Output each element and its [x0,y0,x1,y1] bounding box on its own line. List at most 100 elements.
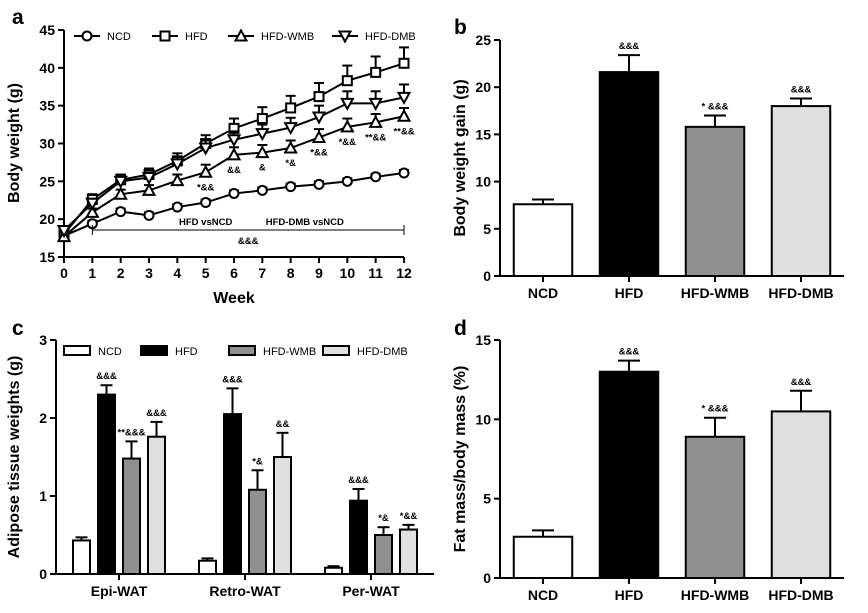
significance-annotation: &&& [791,85,812,96]
bar-HFD [598,370,660,579]
legend-swatch-NCD [63,345,91,356]
significance-annotation: && [276,419,290,430]
significance-annotation: *& [285,158,296,169]
significance-annotation: &&& [96,371,117,382]
data-point-HFD-DMB [141,172,157,186]
data-point-HFD-DMB [85,197,100,211]
x-tick-label: HFD [615,587,644,603]
significance-annotation: &&& [791,377,812,388]
data-point-HFD-WMB [141,182,157,196]
bar-HFD-DMB-Epi-WAT [147,435,166,575]
data-point-HFD [313,91,325,103]
data-point-HFD-DMB [56,225,72,239]
significance-annotation: * &&& [702,102,729,113]
x-tick-label: 6 [230,265,238,281]
data-point-HFD [256,113,268,125]
significance-annotation: && [227,165,241,176]
x-tick-label: HFD [615,285,644,301]
bar-HFD [598,71,660,278]
y-axis-label: Body weight (g) [6,83,23,203]
x-tick-label: 5 [202,265,210,281]
x-tick-label: HFD-WMB [681,285,749,301]
significance-annotation: *& [252,456,263,467]
data-point-HFD [398,57,410,69]
bar-HFD-Epi-WAT [97,393,116,575]
data-point-HFD-DMB [255,128,270,142]
data-point-HFD-DMB [170,158,185,172]
data-point-HFD-DMB [283,122,298,136]
legend-label: HFD-DMB [357,346,408,358]
legend-marker-HFD-DMB [337,30,353,44]
x-tick-label: 4 [173,265,181,281]
legend-label: HFD-DMB [365,31,416,43]
bar-NCD-Per-WAT [324,566,343,576]
data-point-NCD [228,187,240,199]
data-point-HFD-DMB [198,142,213,156]
y-tick-label: 3 [39,332,47,348]
significance-annotation: *&& [197,182,215,193]
bracket-label-right: HFD-DMB vsNCD [266,217,344,228]
legend-label: HFD-WMB [263,346,316,358]
legend-label: HFD [175,346,198,358]
series-line-NCD [63,172,405,237]
y-tick-label: 2 [39,410,47,426]
y-tick-label: 20 [475,79,491,95]
y-tick-label: 0 [483,268,491,284]
x-tick-label: NCD [528,285,558,301]
legend-marker-HFD-WMB [233,28,249,42]
bracket-significance: &&& [238,236,259,247]
data-point-NCD [200,197,212,209]
data-point-NCD [370,171,382,183]
x-tick-label: 9 [315,265,323,281]
bar-HFD-Retro-WAT [223,413,242,575]
y-axis-label: Fat mass/body mass (%) [452,366,469,553]
bar-HFD-WMB-Retro-WAT [248,488,267,576]
data-point-NCD [115,206,127,218]
data-point-HFD-WMB [311,129,327,143]
y-tick-label: 25 [39,173,55,189]
bar-HFD-WMB [684,435,746,579]
significance-annotation: **&& [365,132,386,143]
x-tick-label: HFD-WMB [681,587,749,603]
data-point-NCD [143,209,155,221]
y-tick-label: 20 [39,211,55,227]
bar-HFD-WMB [684,125,746,277]
legend-label: HFD-WMB [261,31,314,43]
significance-annotation: *&& [400,511,418,522]
y-tick-label: 0 [483,570,491,586]
x-tick-label: 2 [117,265,125,281]
x-tick-label: HFD-DMB [768,587,833,603]
bar-NCD-Epi-WAT [72,539,91,576]
bar-NCD [512,203,574,277]
data-point-HFD-WMB [396,108,412,122]
y-tick-label: 45 [39,22,55,38]
x-tick-label: 11 [368,265,383,281]
bar-HFD-WMB-Per-WAT [374,534,393,575]
panel-label: a [12,6,24,29]
data-point-NCD [341,175,353,187]
significance-annotation: **&& [393,126,414,137]
data-point-HFD-WMB [113,186,128,200]
bar-HFD-DMB [770,410,832,579]
data-point-NCD [171,201,183,213]
x-tick-label: Retro-WAT [209,583,281,599]
bar-HFD-DMB [770,105,832,277]
data-point-NCD [398,167,410,179]
panel-label: d [454,317,467,340]
legend-swatch-HFD-WMB [228,345,256,356]
bar-NCD-Retro-WAT [198,559,217,575]
data-point-NCD [256,184,268,196]
y-tick-label: 10 [475,174,491,190]
data-point-NCD [313,178,325,190]
data-point-HFD-DMB [340,97,355,111]
data-point-HFD [285,102,297,114]
x-axis-label: Week [213,290,255,307]
x-tick-label: 10 [340,265,356,281]
significance-annotation: &&& [222,374,243,385]
significance-annotation: & [259,163,266,174]
y-tick-label: 35 [39,98,55,114]
bar-NCD [512,535,574,579]
x-tick-label: 1 [88,265,96,281]
data-point-HFD-DMB [113,175,128,189]
